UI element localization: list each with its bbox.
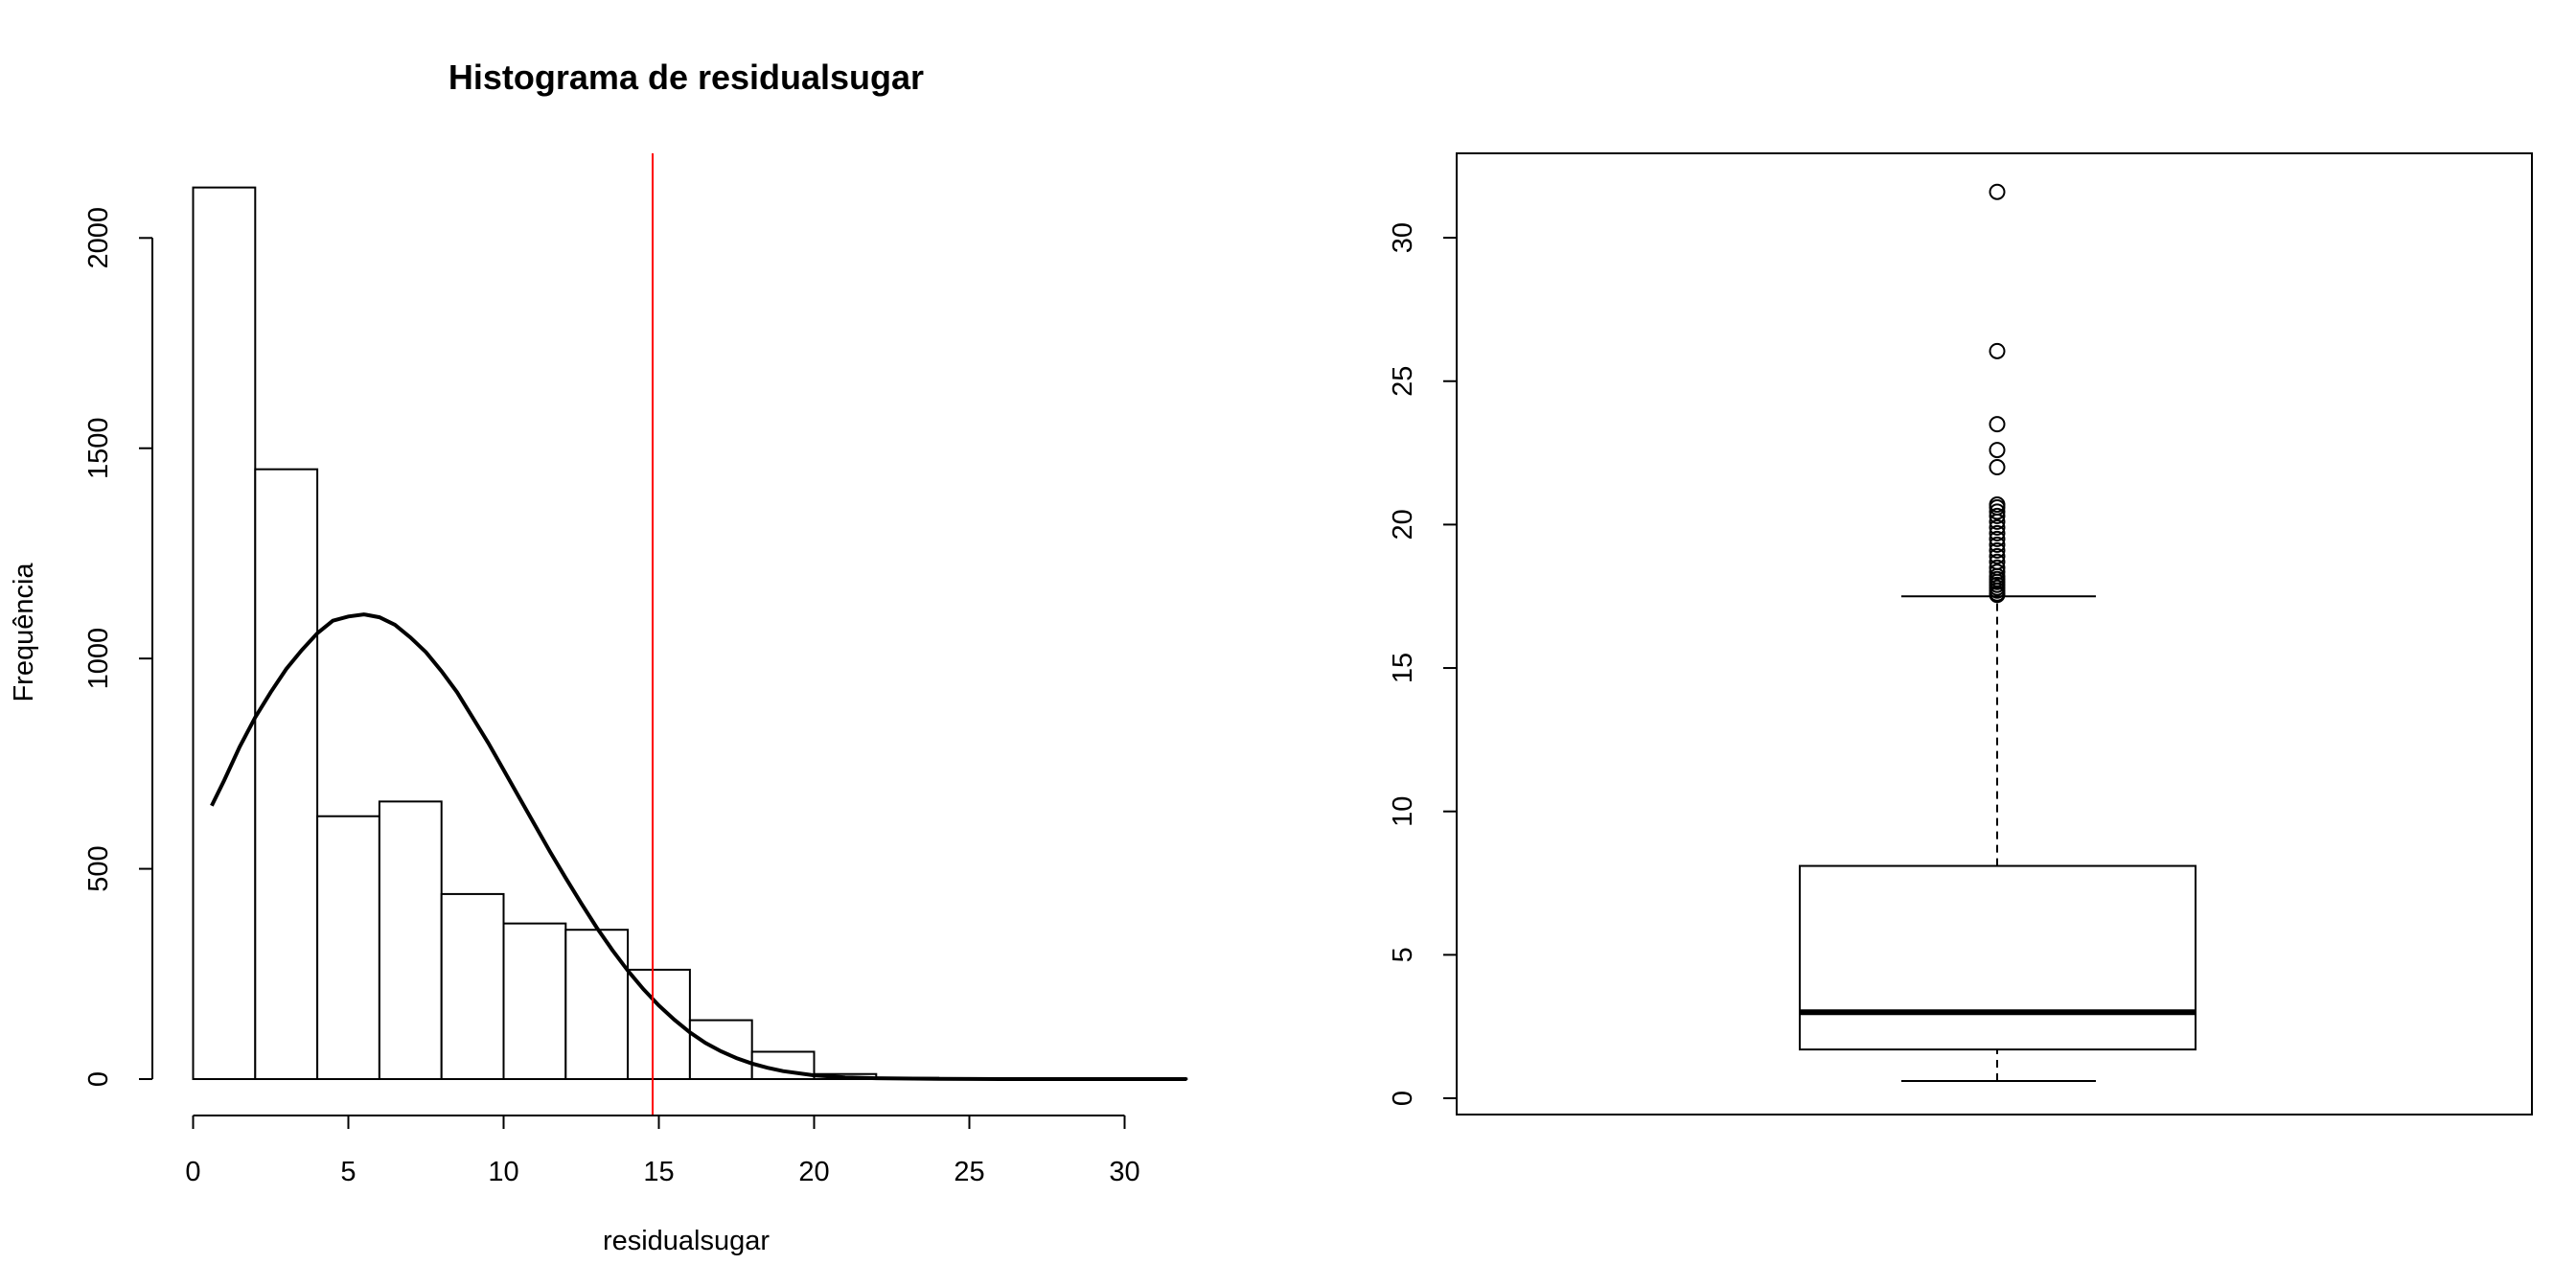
iqr-box xyxy=(1799,864,2196,1051)
y-tick-label: 10 xyxy=(1388,796,1418,827)
outlier-point xyxy=(1989,459,2006,476)
outlier-point xyxy=(1989,442,2006,459)
histogram-bar xyxy=(316,815,380,1080)
outlier-point xyxy=(1989,416,2006,433)
y-tick-label: 500 xyxy=(83,845,114,891)
outlier-point xyxy=(1989,518,2006,536)
y-tick-label: 20 xyxy=(1388,509,1418,540)
histogram-bars xyxy=(192,186,1188,1081)
histogram-x-axis-label: residualsugar xyxy=(603,1226,770,1256)
histogram-y-axis-label: Frequência xyxy=(9,563,39,702)
outlier-point xyxy=(1989,536,2006,553)
boxplot-panel: 0 5 10 15 20 25 30 xyxy=(1388,152,2533,1116)
outlier-point xyxy=(1989,564,2006,581)
x-tick-label: 20 xyxy=(798,1157,829,1187)
outlier-point xyxy=(1989,503,2006,520)
histogram-y-axis: 0 500 1000 1500 2000 xyxy=(83,207,153,1087)
boxplot-body xyxy=(1799,595,2196,1083)
x-tick-label: 30 xyxy=(1109,1157,1139,1187)
x-tick-label: 10 xyxy=(488,1157,518,1187)
x-tick-label: 25 xyxy=(954,1157,984,1187)
density-curve xyxy=(210,612,1187,1081)
outlier-point xyxy=(1989,495,2006,513)
histogram-bar xyxy=(440,892,505,1080)
boxplot-outliers xyxy=(1989,183,2006,604)
outlier-point xyxy=(1989,507,2006,524)
outlier-point xyxy=(1989,342,2006,359)
y-tick-label: 1000 xyxy=(83,628,114,690)
histogram-bar xyxy=(378,800,443,1080)
y-tick-label: 0 xyxy=(1388,1091,1418,1106)
histogram-x-axis: 0 5 10 15 20 25 30 xyxy=(185,1115,1140,1187)
outlier-point xyxy=(1989,183,2006,200)
histogram-panel: Histograma de residualsugar residualsuga… xyxy=(9,58,1188,1256)
outlier-point xyxy=(1989,553,2006,570)
y-tick-label: 2000 xyxy=(83,207,114,269)
outlier-point xyxy=(1989,541,2006,559)
y-tick-label: 0 xyxy=(83,1071,114,1087)
outlier-point xyxy=(1989,524,2006,541)
histogram-bar xyxy=(192,186,257,1080)
histogram-bar xyxy=(254,468,319,1081)
x-tick-label: 15 xyxy=(643,1157,674,1187)
boxplot-y-axis: 0 5 10 15 20 25 30 xyxy=(1388,222,1458,1106)
histogram-title: Histograma de residualsugar xyxy=(448,58,924,97)
outlier-point xyxy=(1989,530,2006,547)
y-tick-label: 30 xyxy=(1388,222,1418,253)
outlier-point xyxy=(1989,547,2006,564)
outlier-point xyxy=(1989,559,2006,576)
y-tick-label: 5 xyxy=(1388,947,1418,962)
x-tick-label: 5 xyxy=(340,1157,356,1187)
x-tick-label: 0 xyxy=(185,1157,200,1187)
histogram-bar xyxy=(502,922,567,1080)
y-tick-label: 1500 xyxy=(83,417,114,479)
y-tick-label: 15 xyxy=(1388,653,1418,683)
histogram-bar xyxy=(564,929,630,1080)
y-tick-label: 25 xyxy=(1388,366,1418,397)
